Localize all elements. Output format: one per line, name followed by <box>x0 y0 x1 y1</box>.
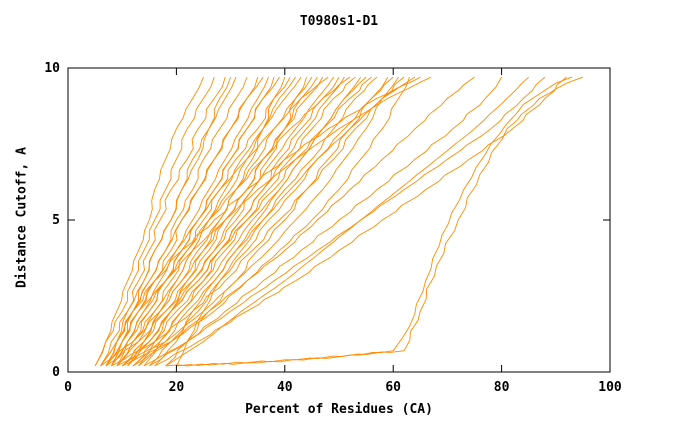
model-curve <box>149 76 502 367</box>
y-tick-label: 10 <box>44 61 60 76</box>
x-tick-label: 20 <box>169 380 185 395</box>
model-curve <box>116 76 399 367</box>
x-tick-label: 80 <box>494 380 510 395</box>
model-curve <box>94 76 215 367</box>
model-curve <box>100 76 226 367</box>
model-curve <box>122 76 410 367</box>
model-curve <box>94 76 204 367</box>
x-tick-label: 100 <box>598 380 622 395</box>
model-curve <box>116 76 291 367</box>
x-tick-label: 0 <box>64 380 72 395</box>
x-axis-label: Percent of Residues (CA) <box>245 402 433 417</box>
model-curve <box>121 76 372 367</box>
model-curve <box>176 76 584 367</box>
model-curve <box>132 76 475 367</box>
model-curve <box>176 76 416 367</box>
model-curve <box>138 76 378 367</box>
model-curve <box>165 76 573 367</box>
model-curve <box>116 76 302 367</box>
model-curve <box>143 76 546 367</box>
model-curve <box>154 76 362 367</box>
model-curve <box>121 76 324 367</box>
model-curve <box>154 76 567 367</box>
model-curve <box>105 76 232 367</box>
x-tick-label: 60 <box>385 380 401 395</box>
y-tick-label: 0 <box>52 365 60 380</box>
model-curve <box>143 76 340 367</box>
model-curve <box>165 76 405 367</box>
model-curve <box>148 76 394 367</box>
chart-title: T0980s1-D1 <box>299 14 379 29</box>
model-curve <box>127 76 296 367</box>
model-curve <box>165 76 530 367</box>
model-curve <box>127 76 334 367</box>
model-curve <box>138 76 318 367</box>
x-tick-label: 40 <box>277 380 293 395</box>
model-curve <box>111 76 329 367</box>
model-curve <box>116 76 351 367</box>
model-curve <box>100 76 237 367</box>
model-curve <box>105 76 307 367</box>
y-tick-label: 5 <box>52 213 60 228</box>
model-curve <box>116 76 275 367</box>
model-curve <box>132 76 356 367</box>
model-curve <box>105 76 248 367</box>
